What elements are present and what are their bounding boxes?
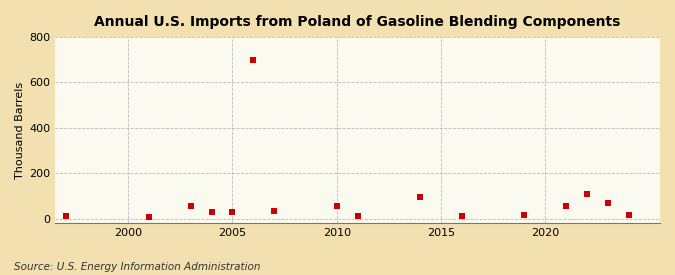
Point xyxy=(248,57,259,62)
Point xyxy=(186,204,196,208)
Point xyxy=(227,210,238,214)
Point xyxy=(269,208,279,213)
Point xyxy=(561,204,572,208)
Point xyxy=(352,214,363,219)
Y-axis label: Thousand Barrels: Thousand Barrels xyxy=(15,82,25,179)
Point xyxy=(623,213,634,218)
Title: Annual U.S. Imports from Poland of Gasoline Blending Components: Annual U.S. Imports from Poland of Gasol… xyxy=(95,15,621,29)
Point xyxy=(603,200,614,205)
Point xyxy=(456,214,467,219)
Point xyxy=(519,213,530,218)
Point xyxy=(144,215,155,220)
Point xyxy=(582,191,593,196)
Point xyxy=(206,210,217,214)
Text: Source: U.S. Energy Information Administration: Source: U.S. Energy Information Administ… xyxy=(14,262,260,272)
Point xyxy=(414,195,425,199)
Point xyxy=(60,214,71,219)
Point xyxy=(331,204,342,208)
